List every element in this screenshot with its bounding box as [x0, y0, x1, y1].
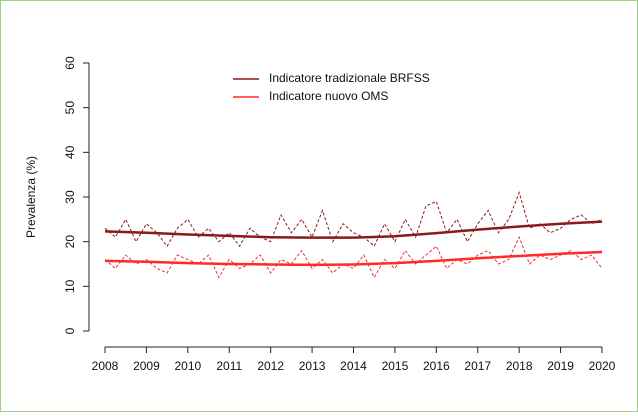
observed-line	[104, 235, 603, 279]
y-axis-label: Prevalenza (%)	[24, 156, 38, 238]
legend-label: Indicatore nuovo OMS	[269, 89, 388, 103]
x-tick-label: 2008	[92, 359, 119, 373]
x-tick-label: 2012	[257, 359, 284, 373]
trend-line	[104, 250, 603, 267]
x-tick-label: 2018	[506, 359, 533, 373]
y-tick-label: 60	[63, 56, 77, 70]
y-tick-label: 50	[63, 101, 77, 115]
y-tick-label: 10	[63, 279, 77, 293]
x-tick-label: 2011	[216, 359, 242, 373]
y-tick-label: 0	[63, 327, 77, 334]
x-tick-label: 2015	[382, 359, 409, 373]
y-tick-label: 30	[63, 190, 77, 204]
x-tick-label: 2017	[464, 359, 491, 373]
x-tick-label: 2019	[547, 359, 574, 373]
x-tick-label: 2009	[133, 359, 160, 373]
legend-label: Indicatore tradizionale BRFSS	[269, 71, 430, 85]
x-tick-label: 2013	[299, 359, 326, 373]
x-tick-label: 2010	[174, 359, 201, 373]
y-tick-label: 20	[63, 235, 77, 249]
x-tick-label: 2020	[589, 359, 616, 373]
x-tick-label: 2016	[423, 359, 450, 373]
x-tick-label: 2014	[340, 359, 367, 373]
observed-line	[104, 190, 603, 248]
trend-line	[104, 220, 603, 239]
y-tick-label: 40	[63, 145, 77, 159]
